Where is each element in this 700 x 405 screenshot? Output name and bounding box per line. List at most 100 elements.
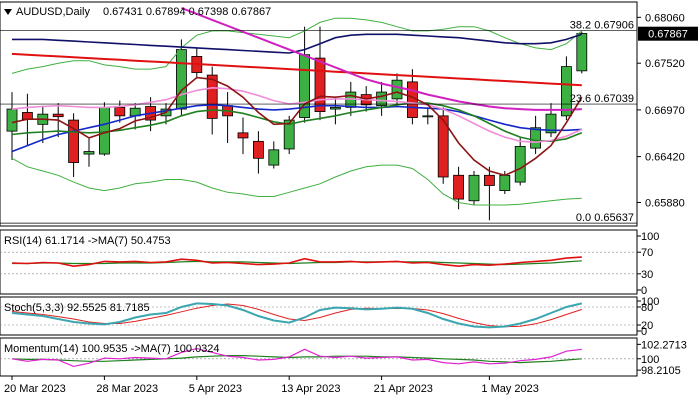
fib-level-label: 38.2 0.67906 [570, 19, 634, 31]
candle [83, 137, 95, 167]
candle [576, 31, 588, 74]
time-axis-label: 5 Apr 2023 [189, 383, 242, 395]
candle [314, 26, 326, 121]
price-axis-label: 0.68060 [645, 12, 685, 24]
candle-body [422, 115, 434, 118]
price-overlays [11, 7, 583, 206]
stoch-label: Stoch(5,3,3) 92.5525 81.7185 [4, 302, 150, 314]
candle-body [237, 132, 249, 139]
indicator-axis-label: 102.2713 [641, 339, 687, 351]
current-price-label: 0.67867 [648, 29, 688, 41]
indicator-axis-label: 0 [641, 326, 647, 338]
candle-body [576, 33, 588, 72]
candle-body [206, 74, 218, 119]
candle [329, 97, 341, 125]
price-axis-label: 0.66970 [645, 105, 685, 117]
candle-body [453, 174, 465, 200]
symbol-title: AUDUSD,Daily [16, 6, 90, 18]
time-axis-label: 21 Apr 2023 [374, 383, 433, 395]
candle-body [530, 127, 541, 149]
axes: 0.68060 0.67520 0.66970 0.66420 0.65880 20 Ma… [4, 12, 685, 395]
candle [483, 166, 495, 221]
bollinger-navy-line [12, 33, 583, 54]
rsi-ma-line [12, 260, 582, 266]
indicator-axis-label: 0 [641, 285, 647, 297]
ma-line-blue [11, 103, 582, 153]
candle-body [6, 108, 18, 132]
candle-body [99, 106, 110, 155]
candle [530, 115, 541, 155]
stoch-panel[interactable] [0, 296, 638, 336]
indicator-axis-label: 30 [641, 269, 653, 281]
price-axis-label: 0.67520 [645, 58, 685, 70]
candle [237, 117, 249, 155]
price-axis-label: 0.65880 [645, 197, 685, 209]
rsi-line [11, 256, 582, 268]
fibonacci-levels: 38.2 0.67906 23.6 0.67039 0.0 0.65637 [0, 19, 637, 224]
candle-body [83, 151, 95, 155]
ohlc-values: 0.67431 0.67894 0.67398 0.67867 [103, 6, 271, 18]
indicator-axis-label: 20 [641, 320, 653, 332]
indicator-axis-label: 100 [641, 354, 659, 366]
candle [437, 107, 449, 184]
price-panel[interactable] [0, 1, 638, 227]
ma-line-pink [11, 86, 583, 144]
candle [175, 39, 187, 116]
momentum-label: Momentum(14) 100.9535 ->MA(7) 100.0324 [4, 343, 220, 355]
candle [376, 81, 388, 116]
indicator-axis-label: 100 [641, 296, 659, 308]
indicator-axis-label: 80 [641, 302, 653, 314]
indicator-axis-label: 98.2105 [641, 365, 681, 377]
candle [422, 107, 434, 125]
candle-body [468, 174, 480, 202]
candle-body [514, 146, 526, 183]
candle-body [391, 79, 403, 100]
bollinger-lower-line [11, 157, 582, 206]
candle-body [68, 119, 79, 163]
candle-body [376, 91, 388, 107]
stoch-main-line [11, 302, 583, 329]
candle-body [252, 140, 264, 159]
candle-body [283, 119, 295, 150]
candle-body [175, 49, 187, 110]
price-axis-label: 0.66420 [645, 152, 685, 164]
rsi-label: RSI(14) 61.1714 ->MA(7) 50.4753 [4, 235, 171, 247]
ma-line-red [11, 52, 582, 87]
indicator-axis-label: 70 [641, 247, 653, 259]
candle-body [314, 57, 326, 113]
ma-line-magenta [181, 7, 582, 111]
candle [252, 131, 264, 174]
triangle-down-icon[interactable] [4, 9, 12, 15]
fib-level-label: 23.6 0.67039 [570, 93, 634, 105]
momentum-ma-line [11, 355, 582, 364]
candle-body [437, 115, 449, 178]
candle [268, 141, 280, 169]
candle [99, 102, 110, 156]
momentum-line [11, 347, 582, 368]
candle-body [545, 113, 557, 134]
candle-body [21, 112, 33, 120]
candle-body [268, 149, 280, 166]
candle-body [483, 174, 495, 186]
time-axis-label: 1 May 2023 [481, 383, 538, 395]
candle [68, 113, 79, 177]
candle [206, 66, 218, 135]
candle-body [114, 106, 126, 117]
candle [545, 103, 557, 138]
time-axis-label: 20 Mar 2023 [4, 383, 66, 395]
current-price-tag [638, 26, 698, 41]
candle [468, 171, 480, 206]
ma-line-maroon [11, 76, 583, 177]
candle-body [499, 174, 511, 191]
rsi-series: 100 70 30 0 [0, 231, 659, 297]
fib-level-label: 0.0 0.65637 [576, 212, 634, 224]
time-axis-label: 13 Apr 2023 [281, 383, 340, 395]
candle-body [329, 106, 341, 110]
time-axis-label: 28 Mar 2023 [96, 383, 158, 395]
candle [283, 115, 295, 155]
candle-body [52, 113, 64, 118]
